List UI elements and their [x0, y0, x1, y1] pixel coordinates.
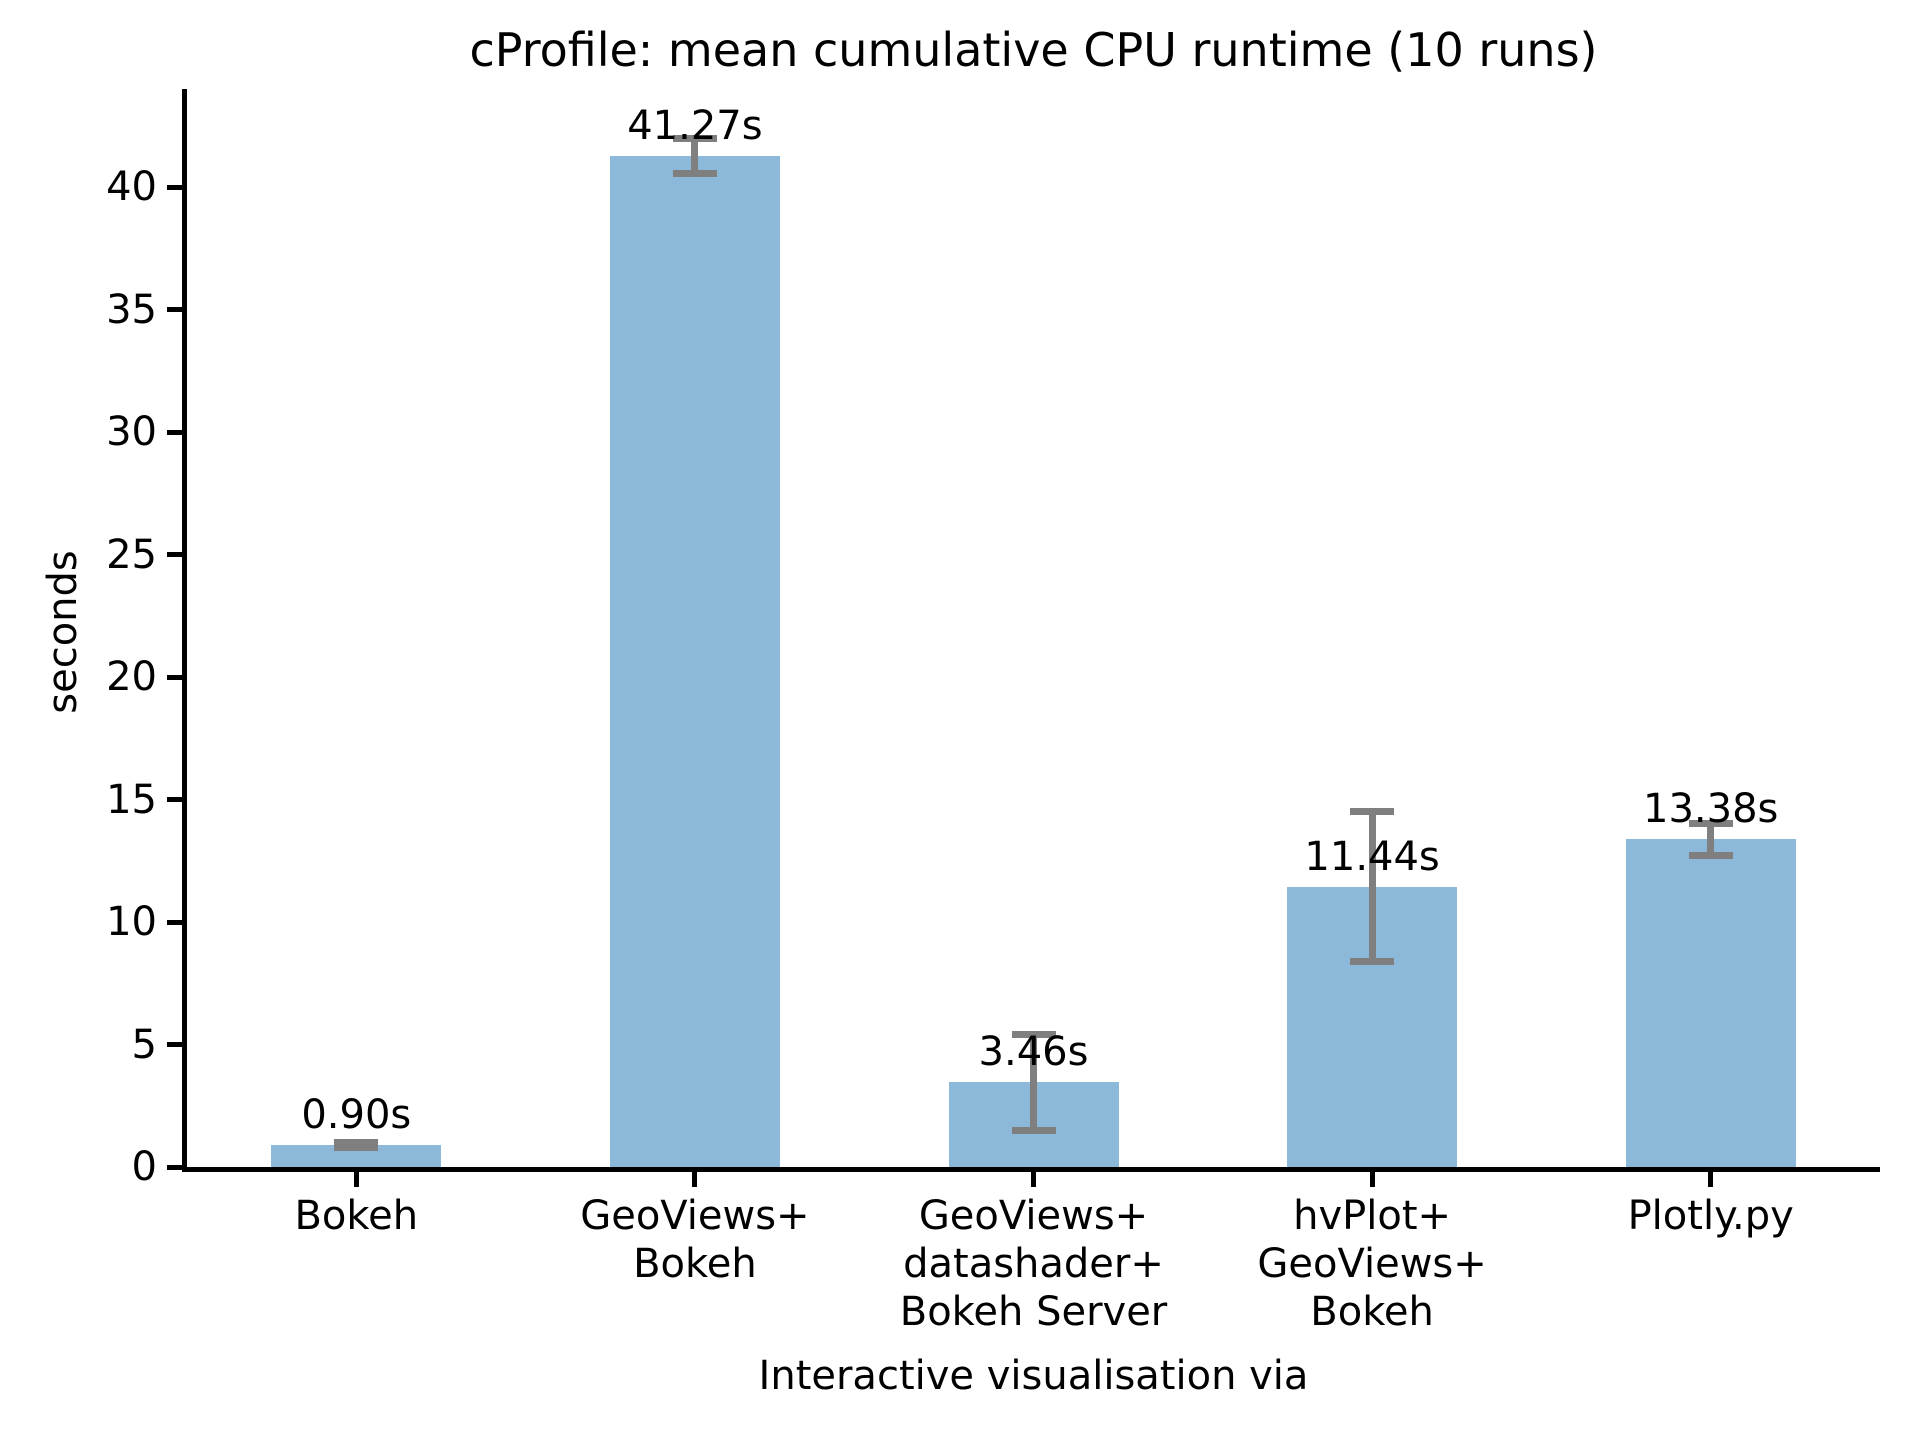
error-cap-bottom-geoviews-bokeh	[672, 169, 717, 177]
y-tick-label: 20	[106, 654, 157, 700]
error-cap-top-geoviews-datashader-bokeh-server	[1011, 1030, 1056, 1038]
y-tick-label: 40	[106, 164, 157, 210]
value-label-plotly-py: 13.38s	[1643, 786, 1779, 833]
y-tick-mark	[167, 429, 182, 435]
bar-geoviews-bokeh	[609, 155, 780, 1167]
y-tick-label: 25	[106, 531, 157, 578]
chart-title: cProfile: mean cumulative CPU runtime (1…	[469, 23, 1598, 77]
error-cap-top-geoviews-bokeh	[672, 135, 717, 143]
x-tick-mark	[1369, 1172, 1375, 1187]
error-cap-bottom-hvplot-geoviews-bokeh	[1350, 957, 1395, 965]
y-tick-label: 10	[106, 899, 157, 945]
x-tick-label-hvplot-geoviews-bokeh: hvPlot+ GeoViews+ Bokeh	[1257, 1193, 1487, 1335]
y-tick-label: 35	[106, 286, 157, 333]
y-tick-label: 5	[131, 1021, 157, 1068]
y-tick-mark	[167, 184, 182, 190]
error-cap-top-bokeh	[334, 1139, 379, 1146]
error-line-geoviews-datashader-bokeh-server	[1030, 1034, 1037, 1130]
y-tick-label: 15	[106, 776, 157, 823]
x-tick-mark	[1708, 1172, 1714, 1187]
error-cap-bottom-geoviews-datashader-bokeh-server	[1011, 1126, 1056, 1134]
error-line-plotly-py	[1707, 823, 1715, 856]
y-tick-label: 30	[106, 409, 157, 455]
y-tick-mark	[167, 797, 182, 802]
bar-bokeh	[271, 1144, 442, 1167]
y-tick-mark	[167, 552, 182, 557]
value-label-geoviews-datashader-bokeh-server: 3.46s	[978, 1029, 1089, 1076]
y-tick-label: 0	[131, 1144, 157, 1190]
x-tick-mark	[353, 1172, 359, 1187]
value-label-bokeh: 0.90s	[301, 1091, 412, 1138]
x-axis-spine	[182, 1167, 1880, 1172]
error-cap-top-plotly-py	[1688, 819, 1733, 827]
x-tick-label-geoviews-datashader-bokeh-server: GeoViews+ datashader+ Bokeh Server	[899, 1193, 1168, 1335]
x-tick-mark	[692, 1172, 698, 1187]
value-label-hvplot-geoviews-bokeh: 11.44s	[1304, 833, 1440, 880]
x-tick-label-plotly-py: Plotly.py	[1627, 1193, 1794, 1239]
error-cap-bottom-bokeh	[334, 1143, 379, 1151]
y-tick-mark	[167, 674, 182, 680]
y-tick-mark	[167, 1164, 182, 1170]
bar-plotly-py	[1625, 839, 1796, 1167]
y-axis-spine	[182, 89, 187, 1172]
error-cap-top-hvplot-geoviews-bokeh	[1350, 808, 1395, 816]
x-tick-mark	[1031, 1172, 1036, 1187]
error-line-hvplot-geoviews-bokeh	[1368, 811, 1376, 962]
y-tick-mark	[167, 307, 182, 312]
error-line-geoviews-bokeh	[691, 138, 699, 174]
error-cap-bottom-plotly-py	[1688, 851, 1733, 859]
x-tick-label-geoviews-bokeh: GeoViews+ Bokeh	[580, 1193, 810, 1287]
y-tick-mark	[167, 1042, 182, 1047]
x-tick-label-bokeh: Bokeh	[294, 1193, 419, 1239]
value-label-geoviews-bokeh: 41.27s	[627, 102, 763, 149]
y-tick-mark	[167, 919, 182, 925]
x-axis-label: Interactive visualisation via	[758, 1353, 1309, 1399]
